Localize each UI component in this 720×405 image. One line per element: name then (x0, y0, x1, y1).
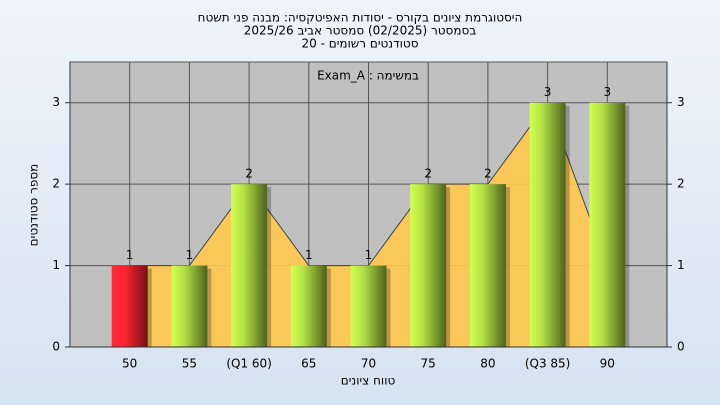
bar (171, 265, 208, 347)
data-label: 3 (544, 85, 552, 99)
bar (529, 102, 566, 347)
bar (410, 184, 447, 347)
x-tick-label: 65 (301, 357, 316, 371)
y2-tick-label: 2 (677, 177, 685, 191)
y-tick-label: 3 (52, 95, 60, 109)
x-tick-label: 55 (182, 357, 197, 371)
y2-tick-label: 0 (677, 340, 685, 354)
bar (290, 265, 327, 347)
y-tick-label: 2 (52, 177, 60, 191)
x-tick-label: (Q1 60) (226, 357, 272, 371)
y2-tick-label: 1 (677, 258, 685, 272)
x-tick-label: 50 (122, 357, 137, 371)
y-axis-label: מספר סטודנטים (27, 164, 41, 247)
data-label: 1 (186, 248, 194, 262)
data-label: 2 (484, 167, 492, 181)
data-label: 1 (365, 248, 373, 262)
x-tick-label: 75 (421, 357, 436, 371)
data-label: 1 (126, 248, 134, 262)
data-label: 2 (245, 167, 253, 181)
bar (350, 265, 387, 347)
data-label: 1 (305, 248, 313, 262)
data-label: 3 (603, 85, 611, 99)
chart-title: היסטוגרמת ציונים בקורס - יסודות האפיטקסי… (198, 11, 523, 25)
chart-subtitle: סטודנטים רשומים - 20 (301, 37, 418, 51)
x-tick-label: (Q3 85) (525, 357, 571, 371)
bar (469, 184, 506, 347)
y-tick-label: 1 (52, 258, 60, 272)
x-tick-label: 70 (361, 357, 376, 371)
x-tick-label: 80 (480, 357, 495, 371)
chart-subtitle: בסמסטר (02/2025) סמסטר אביב 2025/26 (244, 24, 476, 38)
data-label: 2 (424, 167, 432, 181)
y2-tick-label: 3 (677, 95, 685, 109)
bar (111, 265, 148, 347)
bar (589, 102, 626, 347)
x-axis-label: טווח ציונים (341, 374, 396, 388)
bar (231, 184, 268, 347)
y-tick-label: 0 (52, 340, 60, 354)
x-tick-label: 90 (600, 357, 615, 371)
